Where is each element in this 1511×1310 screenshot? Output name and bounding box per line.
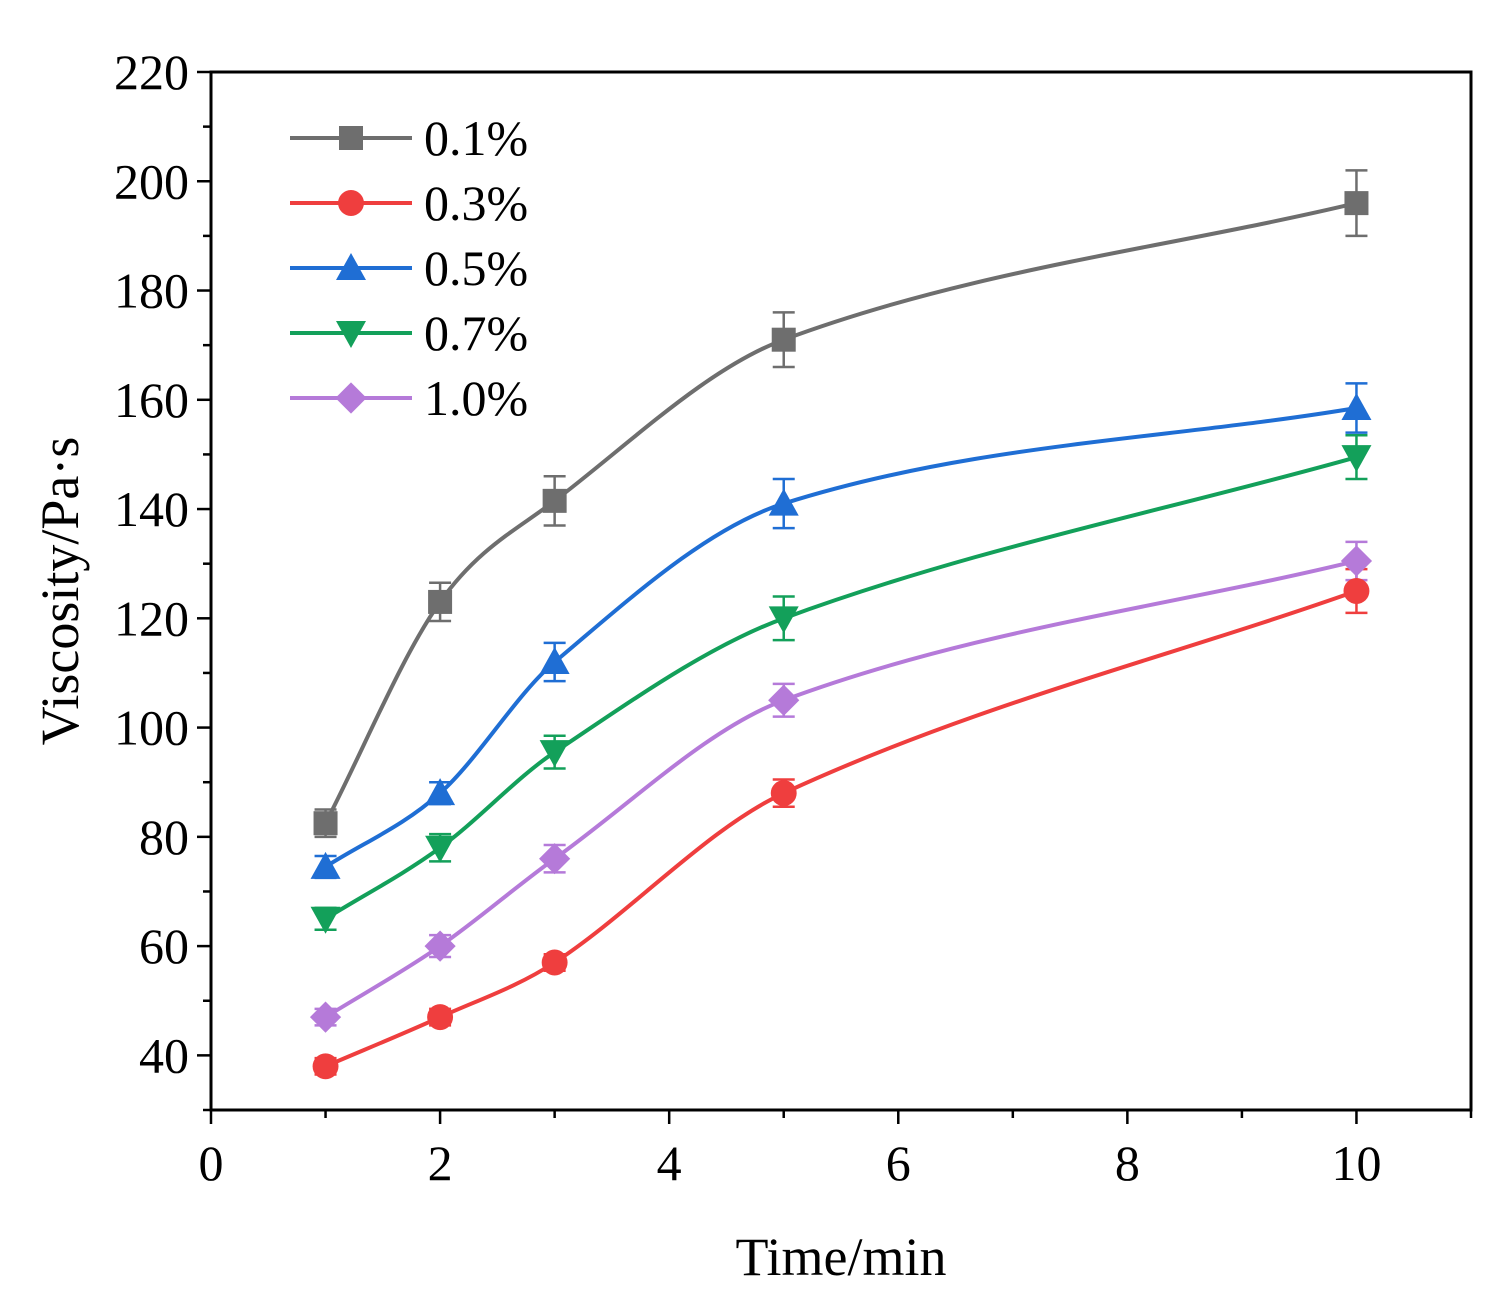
series-line — [324, 406, 1357, 869]
x-tick-label: 2 — [428, 1135, 453, 1191]
data-point — [1341, 392, 1372, 420]
legend-entry: 0.3% — [424, 175, 528, 231]
series-line — [323, 201, 1357, 825]
legend-marker — [335, 382, 367, 414]
legend-entry: 1.0% — [424, 370, 528, 426]
data-point — [424, 930, 456, 962]
data-point — [768, 684, 800, 716]
x-tick-label: 10 — [1331, 1135, 1381, 1191]
legend: 0.1% 0.3% 0.5% 0.7% 1.0% — [290, 110, 528, 426]
x-axis-title: Time/min — [735, 1227, 946, 1287]
y-tick-label: 180 — [114, 263, 189, 319]
data-point — [539, 647, 570, 675]
data-point — [1340, 545, 1373, 577]
y-tick-label: 220 — [114, 44, 189, 100]
legend-marker — [336, 321, 366, 348]
x-tick-label: 0 — [199, 1135, 224, 1191]
data-point — [1341, 445, 1372, 473]
data-point — [768, 606, 799, 634]
series-line — [324, 455, 1357, 921]
data-point — [770, 780, 797, 807]
data-point — [539, 740, 570, 768]
data-point — [1343, 578, 1370, 604]
x-axis: 0 2 4 6 8 10 — [199, 1110, 1473, 1191]
data-point — [309, 1001, 342, 1033]
data-point — [1344, 191, 1369, 216]
legend-marker — [339, 126, 363, 150]
y-tick-label: 40 — [139, 1027, 189, 1083]
legend-entry: 0.7% — [424, 305, 528, 361]
data-point — [541, 949, 568, 976]
y-axis: 40 60 80 100 120 140 160 180 200 220 — [114, 44, 211, 1112]
plot-frame — [209, 70, 1473, 1112]
y-axis-title: Viscosity/Pa·s — [30, 437, 90, 746]
data-point — [425, 835, 456, 863]
data-point — [312, 1053, 339, 1080]
data-point — [310, 851, 341, 879]
data-point — [539, 843, 571, 875]
series-line — [324, 559, 1357, 1019]
legend-entry: 0.1% — [424, 110, 528, 166]
data-point — [768, 488, 799, 516]
y-tick-label: 100 — [114, 700, 189, 756]
y-tick-label: 200 — [114, 153, 189, 209]
legend-entry: 0.5% — [424, 240, 528, 296]
data-point — [313, 811, 338, 836]
x-tick-label: 8 — [1115, 1135, 1140, 1191]
x-tick-label: 6 — [886, 1135, 911, 1191]
legend-marker — [336, 253, 366, 280]
legend-marker — [338, 190, 364, 216]
y-tick-label: 160 — [114, 372, 189, 428]
series-line — [324, 589, 1358, 1069]
y-tick-label: 60 — [139, 918, 189, 974]
x-tick-label: 4 — [657, 1135, 682, 1191]
data-point — [428, 589, 453, 614]
y-tick-label: 140 — [114, 481, 189, 537]
y-tick-label: 120 — [114, 590, 189, 646]
y-tick-label: 80 — [139, 809, 189, 865]
data-point — [427, 1004, 454, 1031]
data-point — [310, 906, 341, 934]
data-point — [425, 778, 456, 806]
plot-markers — [309, 191, 1373, 1080]
data-point — [542, 488, 567, 513]
data-point — [771, 327, 796, 352]
